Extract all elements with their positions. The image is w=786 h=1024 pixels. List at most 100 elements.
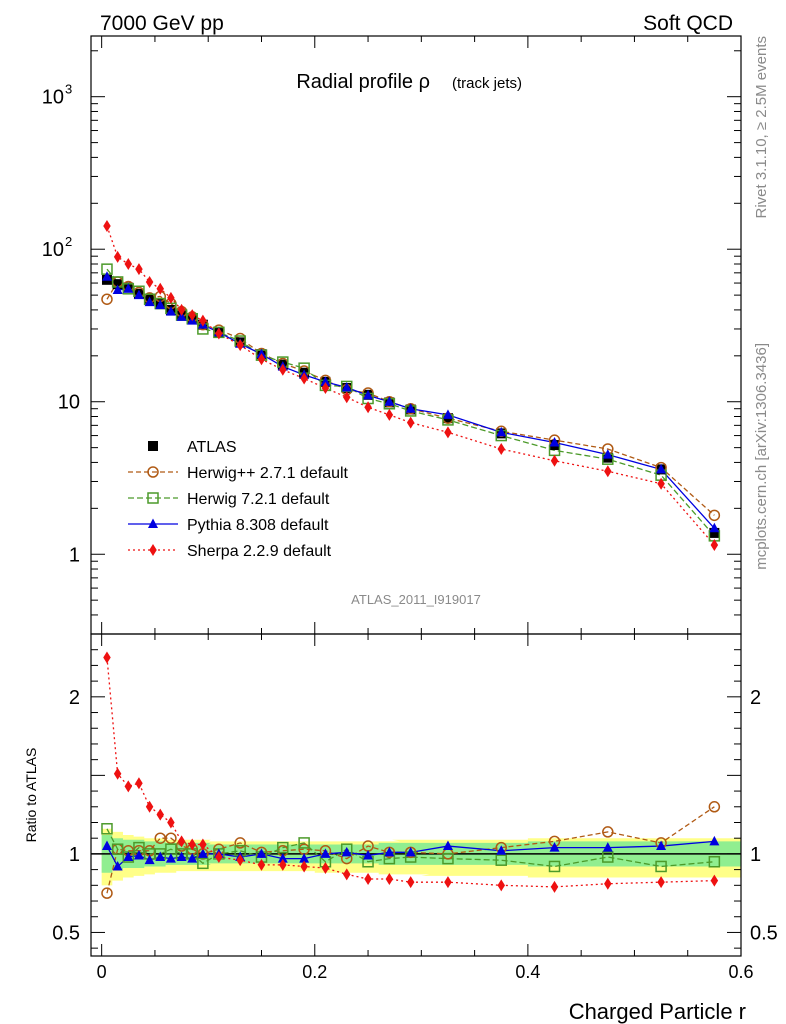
top-point-s4-2 bbox=[124, 257, 133, 270]
top-point-s3-17 bbox=[363, 389, 374, 400]
ratio-point-s2-9 bbox=[197, 848, 208, 858]
ratio-y-tick-label-left: 1 bbox=[69, 844, 80, 866]
top-point-s4-8 bbox=[188, 309, 196, 322]
ratio-point-s3-14 bbox=[300, 860, 308, 873]
ratio-point-s2-16 bbox=[341, 846, 352, 857]
ratio-point-s2-20 bbox=[442, 840, 453, 851]
legend-marker bbox=[148, 518, 158, 528]
ratio-y-tick-label-left: 0.5 bbox=[52, 922, 80, 944]
x-tick-label: 0.2 bbox=[302, 962, 327, 982]
top-point-s4-0 bbox=[103, 219, 111, 232]
top-point-s4-22 bbox=[550, 454, 559, 467]
ratio-point-s2-18 bbox=[384, 846, 395, 857]
ratio-point-s3-7 bbox=[177, 835, 186, 848]
ratio-point-s3-1 bbox=[113, 767, 122, 780]
top-point-s4-19 bbox=[406, 416, 415, 429]
ratio-point-s1-9 bbox=[197, 857, 209, 870]
top-point-s4-4 bbox=[145, 275, 154, 288]
ratio-point-s0-6 bbox=[165, 832, 177, 844]
ratio-point-s3-24 bbox=[657, 876, 665, 889]
ratio-y-tick-label-left: 2 bbox=[69, 687, 80, 709]
ratio-point-s2-23 bbox=[602, 842, 613, 852]
series-markers bbox=[101, 219, 721, 899]
ratio-point-s3-13 bbox=[279, 858, 287, 871]
ratio-point-s3-22 bbox=[550, 880, 559, 893]
ratio-point-s2-4 bbox=[144, 854, 155, 865]
top-point-s4-20 bbox=[444, 426, 452, 439]
ratio-point-s3-21 bbox=[497, 879, 505, 892]
legend: ATLAS Herwig++ 2.7.1 default Herwig 7.2.1 … bbox=[128, 439, 349, 560]
ratio-point-s3-5 bbox=[156, 808, 165, 821]
legend-label: Pythia 8.308 default bbox=[187, 517, 329, 534]
legend-label: Herwig 7.2.1 default bbox=[187, 491, 330, 508]
top-point-s3-1 bbox=[112, 284, 123, 295]
top-point-s3-19 bbox=[405, 403, 416, 413]
top-point-s4-25 bbox=[710, 538, 719, 551]
top-point-s4-18 bbox=[385, 408, 394, 421]
ratio-point-s1-1 bbox=[111, 843, 124, 855]
top-point-s4-16 bbox=[342, 391, 351, 404]
top-point-s3-21 bbox=[496, 426, 507, 437]
ratio-point-s1-24 bbox=[655, 860, 667, 873]
ratio-point-s3-2 bbox=[124, 780, 133, 793]
legend-label: Sherpa 2.2.9 default bbox=[187, 543, 332, 560]
ratio-point-s2-24 bbox=[656, 840, 667, 851]
ratio-point-s2-25 bbox=[709, 835, 720, 846]
top-point-s3-20 bbox=[442, 409, 453, 419]
top-point-s3-5 bbox=[155, 299, 166, 310]
ratio-point-s1-20 bbox=[442, 852, 454, 865]
ratio-point-s1-21 bbox=[495, 854, 507, 866]
ratio-point-s2-17 bbox=[363, 849, 374, 860]
top-point-s4-1 bbox=[113, 250, 122, 263]
top-point-s4-14 bbox=[300, 372, 308, 385]
ratio-point-s3-10 bbox=[215, 851, 223, 864]
top-point-s4-3 bbox=[135, 263, 143, 276]
top-point-s3-0 bbox=[101, 271, 112, 281]
top-point-s3-18 bbox=[384, 396, 395, 406]
legend-marker bbox=[148, 441, 158, 451]
watermark: ATLAS_2011_I919017 bbox=[351, 592, 481, 607]
ratio-point-s3-8 bbox=[188, 838, 196, 851]
ratio-point-s1-23 bbox=[602, 851, 614, 863]
chart-subtitle: (track jets) bbox=[452, 75, 522, 92]
ratio-point-s0-25 bbox=[708, 801, 721, 813]
top-point-s3-23 bbox=[602, 449, 613, 459]
legend-marker bbox=[147, 492, 159, 504]
ratio-point-s0-23 bbox=[602, 826, 614, 838]
top-point-s1-0 bbox=[101, 293, 113, 305]
ratio-point-s3-4 bbox=[145, 800, 154, 813]
y-tick-label: 10 bbox=[58, 392, 80, 414]
top-point-s4-13 bbox=[279, 363, 287, 376]
ratio-point-s3-17 bbox=[364, 873, 372, 886]
ratio-y-tick-label-right: 0.5 bbox=[750, 922, 778, 944]
top-point-s4-5 bbox=[156, 282, 165, 295]
legend-label: ATLAS bbox=[187, 439, 237, 456]
top-point-s4-23 bbox=[604, 465, 612, 478]
top-point-s3-4 bbox=[144, 296, 155, 307]
top-point-s3-7 bbox=[176, 311, 187, 321]
top-point-s4-17 bbox=[364, 401, 372, 414]
y-tick-exponent: 3 bbox=[65, 82, 72, 97]
ratio-point-s2-14 bbox=[299, 853, 310, 863]
rivet-label: Rivet 3.1.10, ≥ 2.5M events bbox=[753, 36, 770, 219]
ratio-point-s3-12 bbox=[257, 858, 266, 871]
ratio-point-s2-5 bbox=[155, 851, 166, 862]
top-point-s3-6 bbox=[165, 306, 176, 316]
ratio-point-s3-25 bbox=[710, 874, 719, 887]
top-point-s4-11 bbox=[236, 339, 244, 352]
y-tick-exponent: 2 bbox=[65, 234, 72, 249]
ratio-point-s2-6 bbox=[165, 853, 176, 863]
ratio-point-s1-0 bbox=[101, 823, 113, 835]
x-tick-label: 0 bbox=[97, 962, 107, 982]
ratio-line-1 bbox=[106, 828, 715, 868]
top-point-s0-1 bbox=[112, 279, 123, 290]
ratio-point-s3-16 bbox=[342, 868, 351, 881]
mcplots-label: mcplots.cern.ch [arXiv:1306.3436] bbox=[753, 343, 770, 570]
ratio-point-s3-18 bbox=[385, 873, 394, 886]
chart-title: Radial profile ρ bbox=[296, 71, 430, 93]
ratio-y-axis-label: Ratio to ATLAS bbox=[23, 748, 39, 843]
top-point-s4-10 bbox=[215, 327, 223, 340]
legend-label: Herwig++ 2.7.1 default bbox=[187, 465, 349, 482]
ratio-point-s2-8 bbox=[187, 853, 198, 863]
legend-marker bbox=[147, 466, 159, 478]
